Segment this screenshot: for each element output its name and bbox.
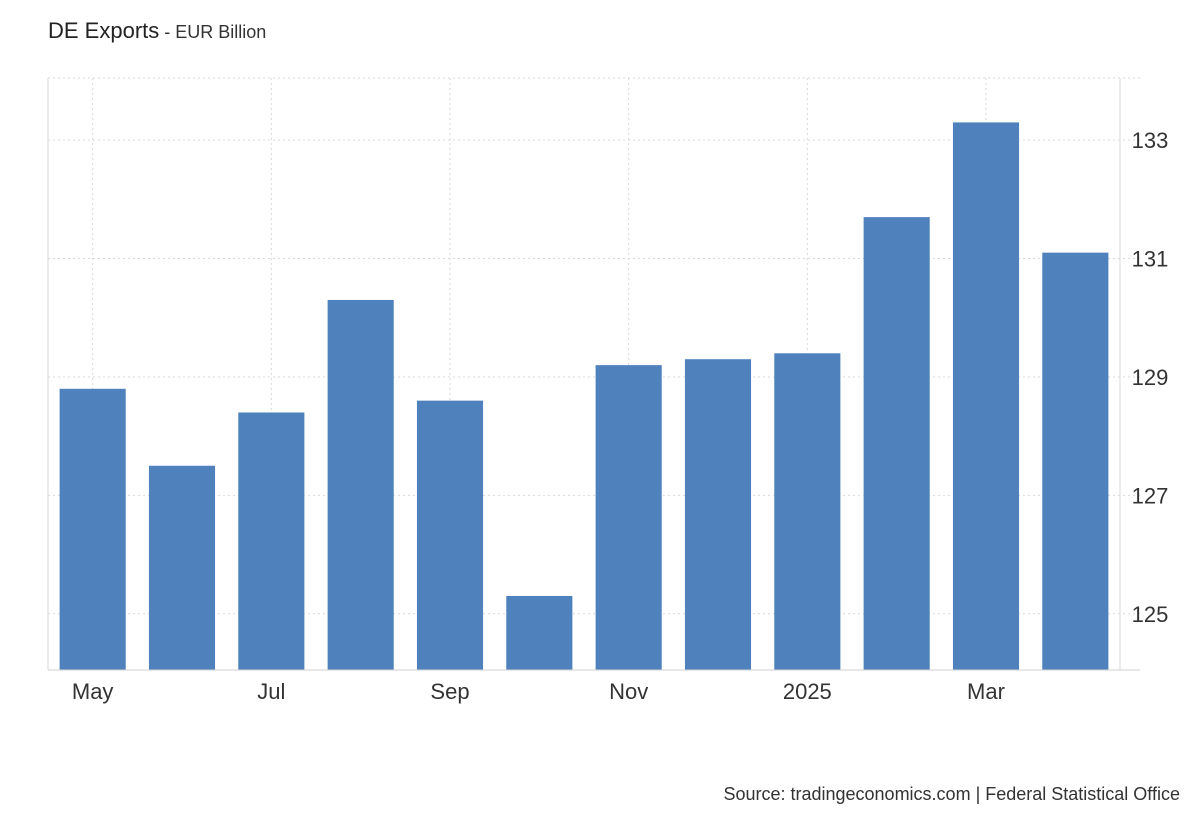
title-separator: - <box>159 22 176 42</box>
y-tick-label: 125 <box>1132 602 1169 627</box>
y-tick-label: 129 <box>1132 365 1169 390</box>
x-tick-label: 2025 <box>783 679 832 704</box>
bar-2024-06 <box>148 465 216 670</box>
source-note: Source: tradingeconomics.com | Federal S… <box>723 784 1180 804</box>
x-tick-label: Jul <box>257 679 285 704</box>
bar-2024-08 <box>327 300 394 670</box>
y-tick-label: 131 <box>1132 247 1169 272</box>
bar-2024-10 <box>506 596 573 670</box>
x-tick-label: Nov <box>609 679 648 704</box>
chart-title: DE Exports <box>48 18 160 43</box>
bar-2024-12 <box>684 359 752 670</box>
tick-labels: 125 127 129 131 133 May Jul Sep Nov 2025 Mar <box>72 128 1168 704</box>
bar-2025-04 <box>1042 252 1109 670</box>
bar-2025-03 <box>952 122 1020 670</box>
x-tick-label: May <box>72 679 114 704</box>
x-tick-label: Sep <box>430 679 469 704</box>
bar-2024-05 <box>59 388 126 670</box>
bar-2025-01 <box>774 353 841 670</box>
chart-subtitle: EUR Billion <box>175 22 267 42</box>
y-tick-label: 127 <box>1132 483 1169 508</box>
x-tick-label: Mar <box>967 679 1005 704</box>
bar-2024-09 <box>416 400 484 670</box>
bar-2024-11 <box>595 365 662 670</box>
y-tick-label: 133 <box>1132 128 1169 153</box>
bar-2024-07 <box>238 412 305 670</box>
axes <box>47 78 1140 671</box>
chart-title-block: DE Exports - EUR Billion <box>48 18 266 44</box>
bar-series <box>59 122 1109 670</box>
bar-2025-02 <box>863 217 930 670</box>
